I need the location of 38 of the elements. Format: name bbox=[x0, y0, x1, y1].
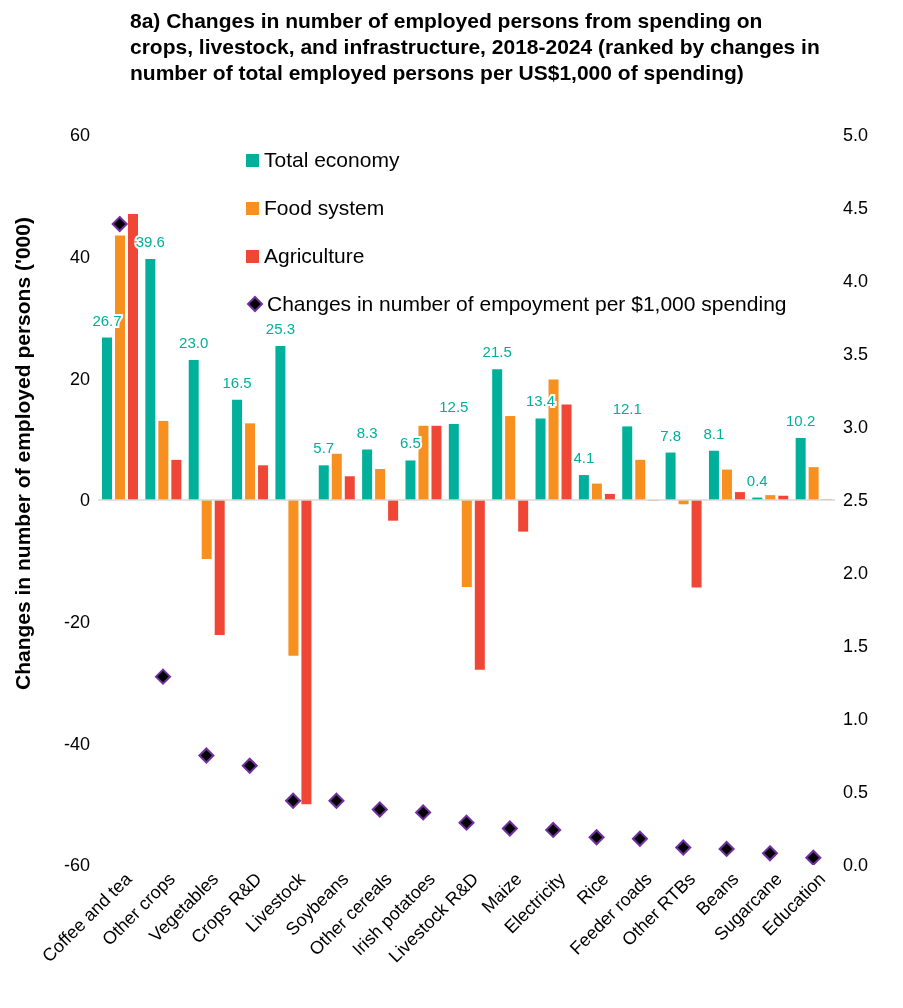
data-label: 12.1 bbox=[612, 400, 642, 418]
data-label: 5.7 bbox=[313, 439, 335, 457]
data-label: 10.2 bbox=[786, 411, 816, 429]
x-tick-label: Rice bbox=[572, 868, 613, 909]
y-tick-label: -20 bbox=[63, 612, 90, 633]
y2-tick-label: 5.0 bbox=[843, 125, 869, 146]
y2-tick-label: 0.0 bbox=[843, 855, 869, 876]
y-tick-label: 60 bbox=[69, 125, 90, 146]
y2-tick-label: 2.0 bbox=[843, 563, 869, 584]
data-label: 7.8 bbox=[660, 426, 682, 444]
y-axis-title: Changes in number of employed persons ('000) bbox=[11, 217, 35, 690]
y2-tick-label: 3.5 bbox=[843, 344, 869, 365]
y-tick-label: 0 bbox=[79, 490, 90, 511]
data-label: 12.5 bbox=[439, 397, 469, 415]
y-tick-label: -60 bbox=[63, 855, 90, 876]
data-label: 21.5 bbox=[482, 343, 512, 361]
y-tick-label: 20 bbox=[69, 368, 90, 389]
chart-title: 8a) Changes in number of employed persons from spending on crops, livestock, and infrastructure, 2018-2024 (ranked by changes in number of total employed persons per US$1,000 of spending) bbox=[130, 8, 821, 86]
y2-tick-label: 1.0 bbox=[843, 709, 869, 730]
data-label: 16.5 bbox=[222, 373, 252, 391]
y-tick-label: -40 bbox=[63, 733, 90, 754]
legend-label: Changes in number of empoyment per $1,000 spending bbox=[267, 292, 787, 316]
data-label: 8.3 bbox=[356, 423, 378, 441]
y2-tick-label: 2.5 bbox=[843, 490, 869, 511]
y2-tick-label: 4.5 bbox=[843, 198, 869, 219]
data-label: 8.1 bbox=[703, 424, 725, 442]
legend-label: Food system bbox=[264, 196, 385, 220]
y2-tick-label: 1.5 bbox=[843, 636, 869, 657]
data-label: 0.4 bbox=[746, 471, 768, 489]
y2-tick-label: 3.0 bbox=[843, 417, 869, 438]
y2-tick-label: 4.0 bbox=[843, 271, 869, 292]
data-label: 4.1 bbox=[573, 449, 595, 467]
y-tick-label: 40 bbox=[69, 247, 90, 268]
legend-label: Total economy bbox=[264, 148, 400, 172]
data-label: 23.0 bbox=[179, 334, 209, 352]
data-label: 25.3 bbox=[265, 320, 296, 338]
legend-label: Agriculture bbox=[264, 244, 365, 268]
y2-tick-label: 0.5 bbox=[843, 782, 869, 803]
